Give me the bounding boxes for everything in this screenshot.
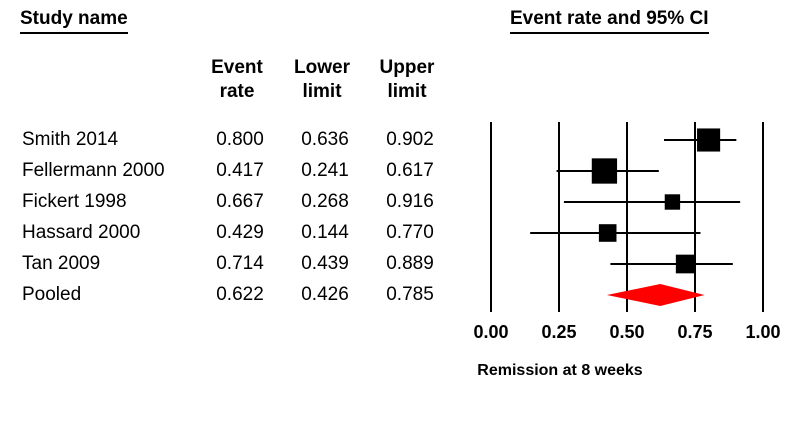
- study-row: Hassard 2000 0.429 0.144 0.770: [0, 218, 470, 248]
- study-name-header: Study name: [20, 8, 128, 34]
- event-rate-value: 0.714: [216, 253, 264, 274]
- study-row: Fellermann 2000 0.417 0.241 0.617: [0, 156, 470, 186]
- event-rate-value: 0.417: [216, 160, 264, 181]
- upper-limit-value: 0.770: [386, 222, 434, 243]
- x-tick-label: 1.00: [745, 322, 781, 342]
- pooled-upper-limit-value: 0.785: [386, 284, 434, 305]
- pooled-event-rate-value: 0.622: [216, 284, 264, 305]
- lower-limit-value: 0.268: [301, 191, 349, 212]
- upper-limit-value: 0.889: [386, 253, 434, 274]
- study-name: Hassard 2000: [22, 222, 141, 243]
- x-tick-label: 0.75: [677, 322, 713, 342]
- study-row: Fickert 1998 0.667 0.268 0.916: [0, 187, 470, 217]
- study-name: Tan 2009: [22, 253, 101, 274]
- event-rate-value: 0.667: [216, 191, 264, 212]
- upper-limit-value: 0.916: [386, 191, 434, 212]
- study-marker: [697, 128, 721, 152]
- study-marker: [675, 254, 695, 274]
- study-name: Fellermann 2000: [22, 160, 165, 181]
- lower-limit-value: 0.241: [301, 160, 349, 181]
- pooled-diamond: [606, 284, 705, 306]
- event-rate-header-line2: rate: [219, 81, 255, 102]
- x-tick-label: 0.50: [609, 322, 645, 342]
- event-rate-value: 0.800: [216, 129, 264, 150]
- upper-limit-column-header: Upper limit: [362, 56, 452, 104]
- x-tick-label: 0.00: [473, 322, 509, 342]
- pooled-name: Pooled: [22, 284, 82, 305]
- study-marker: [591, 158, 618, 184]
- lower-limit-value: 0.439: [301, 253, 349, 274]
- lower-limit-value: 0.636: [301, 129, 349, 150]
- x-axis-label: Remission at 8 weeks: [477, 362, 643, 379]
- x-tick-label: 0.25: [541, 322, 577, 342]
- study-name: Smith 2014: [22, 129, 119, 150]
- study-row: Tan 2009 0.714 0.439 0.889: [0, 249, 470, 279]
- lower-limit-column-header: Lower limit: [277, 56, 367, 104]
- pooled-row: Pooled 0.622 0.426 0.785: [0, 280, 470, 310]
- study-marker: [598, 224, 617, 242]
- upper-limit-value: 0.617: [386, 160, 434, 181]
- event-rate-column-header: Event rate: [192, 56, 282, 104]
- upper-limit-header-line1: Upper: [379, 57, 435, 78]
- event-rate-header-line1: Event: [211, 57, 263, 78]
- study-marker: [664, 194, 681, 210]
- study-name: Fickert 1998: [22, 191, 127, 212]
- lower-limit-value: 0.144: [301, 222, 349, 243]
- pooled-lower-limit-value: 0.426: [301, 284, 349, 305]
- upper-limit-header-line2: limit: [387, 81, 427, 102]
- event-rate-ci-header: Event rate and 95% CI: [510, 8, 709, 34]
- upper-limit-value: 0.902: [386, 129, 434, 150]
- study-row: Smith 2014 0.800 0.636 0.902: [0, 125, 470, 155]
- lower-limit-header-line2: limit: [302, 81, 342, 102]
- lower-limit-header-line1: Lower: [294, 57, 350, 78]
- event-rate-value: 0.429: [216, 222, 264, 243]
